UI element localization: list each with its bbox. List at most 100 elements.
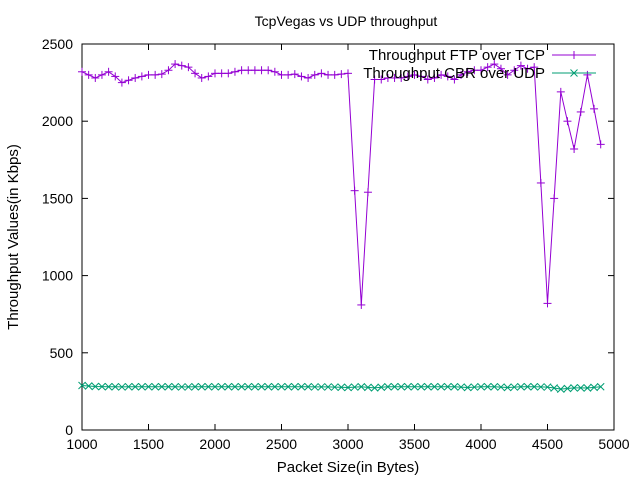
data-point bbox=[523, 382, 532, 391]
data-point bbox=[536, 178, 545, 187]
data-point bbox=[357, 300, 366, 309]
data-point bbox=[310, 70, 319, 79]
series-layer bbox=[78, 60, 605, 393]
x-tick-label: 1500 bbox=[133, 436, 164, 452]
data-point bbox=[450, 75, 459, 84]
data-point bbox=[443, 382, 452, 391]
data-point bbox=[550, 194, 559, 203]
data-point bbox=[264, 382, 273, 391]
data-point bbox=[510, 383, 519, 391]
data-point bbox=[437, 70, 446, 79]
data-point bbox=[157, 382, 166, 391]
data-point bbox=[204, 72, 213, 81]
data-point bbox=[217, 382, 226, 391]
data-point bbox=[410, 70, 419, 79]
data-point bbox=[191, 382, 199, 391]
chart-title: TcpVegas vs UDP throughput bbox=[255, 13, 438, 29]
data-point bbox=[563, 117, 572, 126]
data-point bbox=[390, 382, 399, 391]
data-point bbox=[397, 73, 406, 82]
data-point bbox=[570, 383, 578, 392]
data-point bbox=[490, 382, 499, 391]
data-point bbox=[197, 73, 206, 82]
data-point bbox=[337, 70, 346, 79]
data-point bbox=[410, 382, 419, 391]
data-point bbox=[516, 61, 525, 70]
data-point bbox=[417, 382, 426, 391]
data-point bbox=[344, 69, 352, 78]
data-point bbox=[364, 383, 372, 392]
y-tick-label: 1000 bbox=[42, 268, 73, 284]
data-point bbox=[304, 73, 313, 82]
data-point bbox=[111, 382, 120, 391]
data-point bbox=[510, 66, 519, 75]
data-point bbox=[97, 70, 106, 79]
data-point bbox=[590, 104, 599, 113]
data-point bbox=[78, 381, 86, 390]
data-point bbox=[104, 382, 113, 391]
legend-label: Throughput FTP over TCP bbox=[369, 47, 545, 64]
data-point bbox=[144, 382, 153, 391]
data-point bbox=[583, 384, 592, 392]
data-point bbox=[284, 382, 293, 391]
data-point bbox=[490, 60, 499, 69]
data-point bbox=[344, 383, 352, 392]
data-point bbox=[297, 72, 306, 81]
data-point bbox=[430, 382, 439, 391]
data-point bbox=[517, 382, 525, 391]
data-point bbox=[137, 382, 146, 391]
data-point bbox=[437, 382, 445, 391]
data-point bbox=[117, 78, 126, 87]
data-point bbox=[257, 382, 266, 391]
data-point bbox=[357, 382, 366, 391]
data-point bbox=[310, 383, 319, 391]
data-point bbox=[304, 382, 312, 391]
data-point bbox=[264, 66, 273, 75]
data-point bbox=[131, 73, 140, 82]
data-point bbox=[363, 188, 372, 197]
data-point bbox=[171, 382, 179, 391]
data-point bbox=[244, 382, 253, 391]
y-tick-label: 2000 bbox=[42, 113, 73, 129]
data-point bbox=[576, 383, 585, 392]
data-point bbox=[151, 70, 160, 79]
data-point bbox=[317, 69, 326, 78]
data-point bbox=[423, 75, 432, 84]
data-point bbox=[197, 382, 206, 391]
data-point bbox=[330, 383, 339, 391]
data-point bbox=[503, 383, 512, 392]
x-tick-label: 2000 bbox=[199, 436, 230, 452]
data-point bbox=[297, 382, 306, 391]
data-point bbox=[224, 382, 233, 391]
data-point bbox=[556, 87, 565, 96]
data-point bbox=[483, 382, 492, 391]
data-point bbox=[496, 64, 505, 73]
data-point bbox=[104, 67, 113, 76]
data-point bbox=[443, 72, 452, 81]
data-point bbox=[397, 382, 406, 391]
data-point bbox=[124, 382, 133, 391]
x-tick-label: 4000 bbox=[465, 436, 496, 452]
plot-frame bbox=[81, 43, 615, 431]
data-point bbox=[403, 72, 412, 81]
x-tick-label: 2500 bbox=[266, 436, 297, 452]
data-point bbox=[536, 383, 545, 391]
data-point bbox=[151, 382, 160, 391]
data-point bbox=[596, 140, 605, 149]
data-point bbox=[290, 70, 299, 79]
data-point bbox=[417, 72, 426, 81]
data-point bbox=[91, 382, 100, 391]
data-point bbox=[497, 383, 505, 391]
data-point bbox=[184, 383, 193, 391]
data-point bbox=[164, 66, 173, 75]
data-point bbox=[477, 66, 485, 75]
x-tick-label: 3000 bbox=[332, 436, 363, 452]
data-point bbox=[503, 70, 512, 79]
data-point bbox=[457, 70, 466, 79]
ticks-layer: 1000 1500 2000 2500 3000 3500 4000 4500 5000 0 500… bbox=[42, 36, 630, 452]
data-point bbox=[377, 383, 386, 392]
x-tick-label: 3500 bbox=[399, 436, 430, 452]
data-point bbox=[590, 383, 598, 392]
